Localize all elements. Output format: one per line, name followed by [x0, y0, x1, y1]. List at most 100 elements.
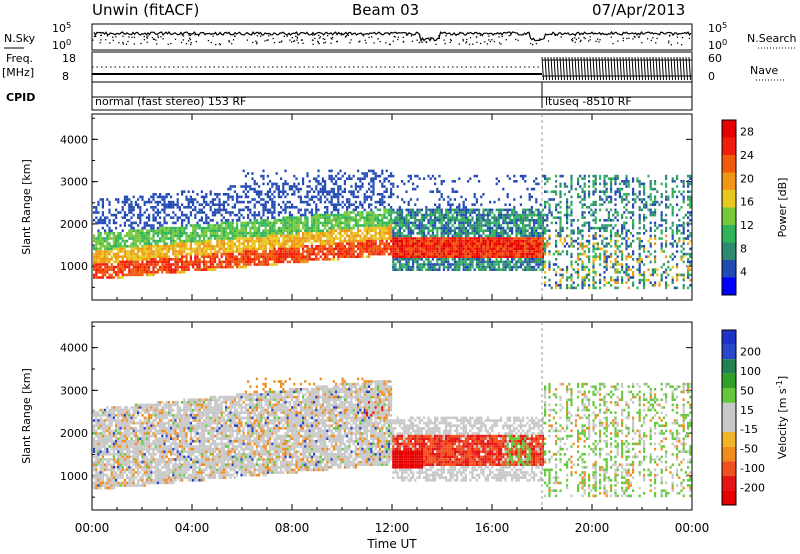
scatter-cell [504, 245, 507, 248]
scatter-cell [530, 237, 533, 240]
scatter-cell [396, 237, 399, 240]
scatter-cell [174, 239, 177, 243]
scatter-cell [145, 260, 148, 264]
scatter-cell [359, 211, 362, 214]
scatter-cell [348, 198, 351, 201]
scatter-cell [462, 226, 465, 230]
scatter-cell [238, 260, 241, 264]
scatter-cell [328, 177, 331, 180]
scatter-cell [183, 206, 186, 209]
scatter-cell [566, 200, 569, 204]
scatter-cell [429, 263, 432, 266]
scatter-cell [337, 213, 340, 217]
scatter-cell [220, 237, 223, 240]
scatter-cell [152, 193, 155, 196]
scatter-cell [475, 247, 478, 251]
scatter-cell [480, 252, 483, 256]
scatter-cell [511, 229, 514, 232]
scatter-cell [500, 237, 503, 240]
scatter-cell [502, 260, 505, 264]
scatter-cell [145, 200, 148, 204]
scatter-cell [440, 208, 443, 212]
noise-dot [580, 39, 582, 42]
scatter-cell [495, 177, 498, 180]
scatter-cell [271, 213, 274, 217]
scatter-cell [502, 252, 505, 256]
noise-dot [115, 36, 117, 38]
scatter-cell [143, 255, 146, 258]
scatter-cell [412, 263, 415, 266]
scatter-cell [313, 229, 316, 232]
scatter-cell [350, 177, 353, 180]
scatter-cell [330, 245, 333, 248]
scatter-cell [429, 177, 432, 180]
scatter-cell [482, 265, 485, 269]
scatter-cell [227, 242, 230, 245]
scatter-cell [286, 226, 289, 230]
scatter-cell [156, 252, 159, 256]
scatter-cell [471, 242, 474, 245]
scatter-cell [412, 242, 415, 245]
scatter-cell [277, 245, 280, 248]
scatter-cell [381, 234, 384, 238]
scatter-cell [475, 252, 478, 256]
scatter-cell [258, 195, 261, 199]
scatter-cell [471, 260, 474, 264]
scatter-cell [544, 229, 547, 232]
scatter-cell [264, 239, 267, 243]
scatter-cell [528, 213, 531, 217]
scatter-cell [170, 234, 173, 238]
scatter-cell [339, 193, 342, 196]
scatter-cell [541, 216, 544, 219]
scatter-cell [332, 193, 335, 196]
scatter-cell [497, 219, 500, 222]
scatter-cell [119, 247, 122, 251]
noise-tick-right: 105 [708, 20, 727, 35]
scatter-cell [544, 250, 547, 253]
scatter-cell [178, 258, 181, 261]
scatter-cell [324, 255, 327, 258]
scatter-cell [315, 187, 318, 191]
scatter-cell [431, 250, 434, 253]
scatter-cell [95, 242, 98, 245]
scatter-cell [425, 237, 428, 240]
scatter-cell [251, 242, 254, 245]
scatter-cell [203, 211, 206, 214]
scatter-cell [418, 211, 421, 214]
scatter-cell [216, 193, 219, 196]
scatter-cell [396, 250, 399, 253]
scatter-cell [570, 180, 573, 183]
scatter-cell [330, 169, 333, 173]
scatter-cell [550, 198, 553, 201]
scatter-cell [484, 234, 487, 238]
scatter-cell [328, 237, 331, 240]
scatter-cell [530, 213, 533, 217]
scatter-cell [372, 187, 375, 191]
scatter-cell [467, 245, 470, 248]
scatter-cell [240, 265, 243, 269]
scatter-cell [436, 268, 439, 271]
scatter-cell [258, 239, 261, 243]
scatter-cell [339, 187, 342, 191]
scatter-cell [368, 221, 371, 225]
scatter-cell [128, 234, 131, 238]
scatter-cell [262, 174, 265, 178]
scatter-cell [423, 224, 426, 227]
scatter-cell [493, 265, 496, 269]
scatter-cell [519, 247, 522, 251]
scatter-cell [453, 263, 456, 266]
scatter-cell [533, 237, 536, 240]
scatter-cell [156, 232, 159, 235]
noise-dot [488, 35, 490, 37]
scatter-cell [110, 276, 113, 279]
scatter-cell [148, 245, 151, 248]
scatter-cell [271, 255, 274, 258]
scatter-cell [445, 255, 448, 258]
scatter-cell [467, 258, 470, 261]
scatter-cell [412, 187, 415, 191]
scatter-cell [304, 237, 307, 240]
scatter-cell [447, 239, 450, 243]
scatter-cell [310, 229, 313, 232]
scatter-cell [231, 258, 234, 261]
scatter-cell [390, 219, 393, 222]
